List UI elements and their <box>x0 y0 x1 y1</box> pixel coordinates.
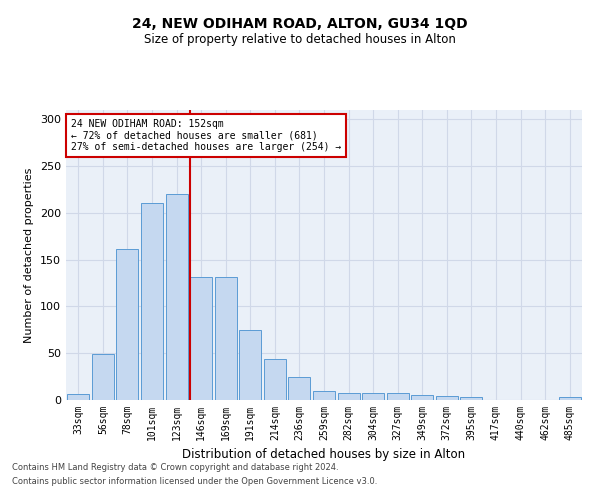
Bar <box>190 276 212 400</box>
Text: Size of property relative to detached houses in Alton: Size of property relative to detached ho… <box>144 32 456 46</box>
Bar <box>116 250 139 400</box>
Bar <box>141 202 163 400</box>
X-axis label: Distribution of detached houses by size in Alton: Distribution of detached houses by size … <box>182 448 466 462</box>
Bar <box>338 392 359 400</box>
Bar <box>166 194 188 400</box>
Bar <box>289 376 310 400</box>
Bar <box>313 390 335 400</box>
Text: 24 NEW ODIHAM ROAD: 152sqm
← 72% of detached houses are smaller (681)
27% of sem: 24 NEW ODIHAM ROAD: 152sqm ← 72% of deta… <box>71 118 341 152</box>
Bar <box>239 330 262 400</box>
Y-axis label: Number of detached properties: Number of detached properties <box>25 168 34 342</box>
Bar <box>67 394 89 400</box>
Text: Contains public sector information licensed under the Open Government Licence v3: Contains public sector information licen… <box>12 477 377 486</box>
Bar <box>362 392 384 400</box>
Bar <box>436 396 458 400</box>
Bar <box>264 359 286 400</box>
Bar <box>386 394 409 400</box>
Bar <box>411 396 433 400</box>
Bar <box>559 397 581 400</box>
Text: Contains HM Land Registry data © Crown copyright and database right 2024.: Contains HM Land Registry data © Crown c… <box>12 464 338 472</box>
Bar <box>215 276 237 400</box>
Text: 24, NEW ODIHAM ROAD, ALTON, GU34 1QD: 24, NEW ODIHAM ROAD, ALTON, GU34 1QD <box>132 18 468 32</box>
Bar <box>92 354 114 400</box>
Bar <box>460 397 482 400</box>
